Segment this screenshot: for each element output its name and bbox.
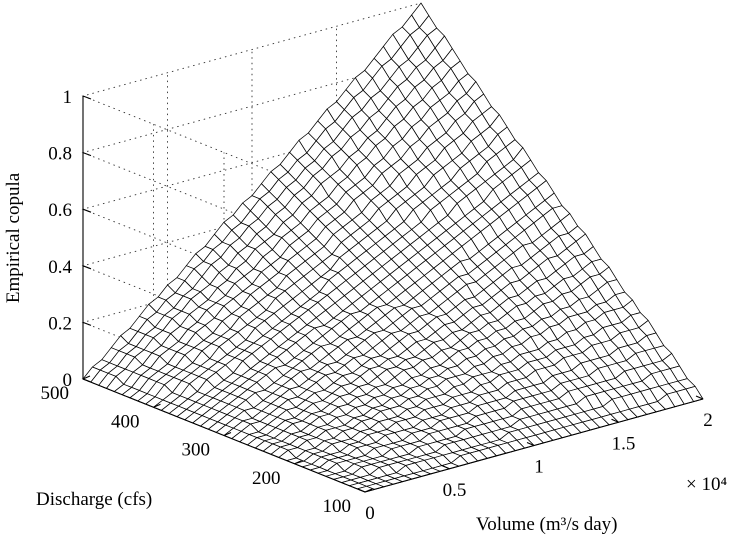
copula-surface-mesh (82, 2, 704, 493)
y-axis-label: Discharge (cfs) (36, 489, 152, 510)
z-tick-mark (82, 152, 92, 157)
y-tick-mark (153, 403, 161, 408)
z-axis-label: Empirical copula (3, 172, 24, 303)
x-tick-label: 1.5 (612, 433, 636, 454)
y-tick-mark (223, 431, 232, 437)
z-tick-mark (82, 208, 92, 213)
y-tick-mark (294, 460, 302, 465)
y-tick-mark (82, 375, 91, 380)
x-tick-label: 0 (365, 503, 375, 524)
x-exponent-label: × 10⁴ (686, 474, 727, 495)
z-tick-label: 0.6 (48, 200, 72, 221)
y-tick-label: 500 (41, 383, 70, 404)
z-tick-label: 1 (63, 87, 73, 108)
z-tick-label: 0.2 (48, 313, 72, 334)
x-tick-mark (695, 395, 704, 400)
x-tick-label: 0.5 (443, 480, 467, 501)
x-tick-label: 2 (703, 410, 713, 431)
z-tick-mark (82, 378, 92, 383)
y-tick-label: 400 (111, 411, 140, 432)
x-tick-mark (526, 441, 535, 447)
z-tick-label: 0.4 (48, 257, 72, 278)
y-tick-label: 300 (182, 440, 211, 461)
y-tick-mark (364, 488, 373, 493)
x-tick-mark (611, 418, 619, 423)
z-tick-label: 0.8 (48, 144, 72, 165)
z-tick-mark (82, 321, 92, 326)
x-tick-mark (357, 488, 366, 493)
x-tick-label: 1 (534, 457, 544, 478)
y-tick-label: 200 (252, 468, 281, 489)
axis-lines (82, 95, 704, 493)
x-tick-mark (442, 465, 450, 470)
z-tick-label: 0 (63, 370, 73, 391)
z-tick-mark (82, 265, 92, 270)
y-tick-label: 100 (323, 496, 352, 517)
z-tick-mark (82, 95, 92, 100)
x-axis-label: Volume (m³/s day) (476, 514, 618, 535)
